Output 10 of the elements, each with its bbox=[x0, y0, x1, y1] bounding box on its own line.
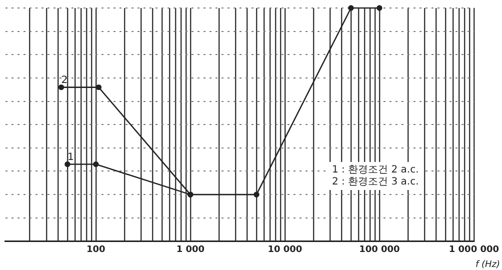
annotation: 2 : 환경조건 3 a.c. bbox=[332, 176, 419, 188]
annotation: 1 : 환경조건 2 a.c. bbox=[332, 164, 419, 176]
series-label: 1 bbox=[67, 152, 74, 163]
x-axis-title: f (Hz) bbox=[475, 260, 500, 270]
x-tick-label: 10 000 bbox=[268, 244, 302, 255]
x-tick-label: 100 bbox=[86, 244, 106, 255]
x-tick-label: 1 000 000 bbox=[448, 244, 500, 255]
series-label: 2 bbox=[61, 74, 68, 86]
x-tick-label: 1 000 bbox=[176, 244, 205, 255]
x-tick-label: 100 000 bbox=[359, 244, 400, 255]
